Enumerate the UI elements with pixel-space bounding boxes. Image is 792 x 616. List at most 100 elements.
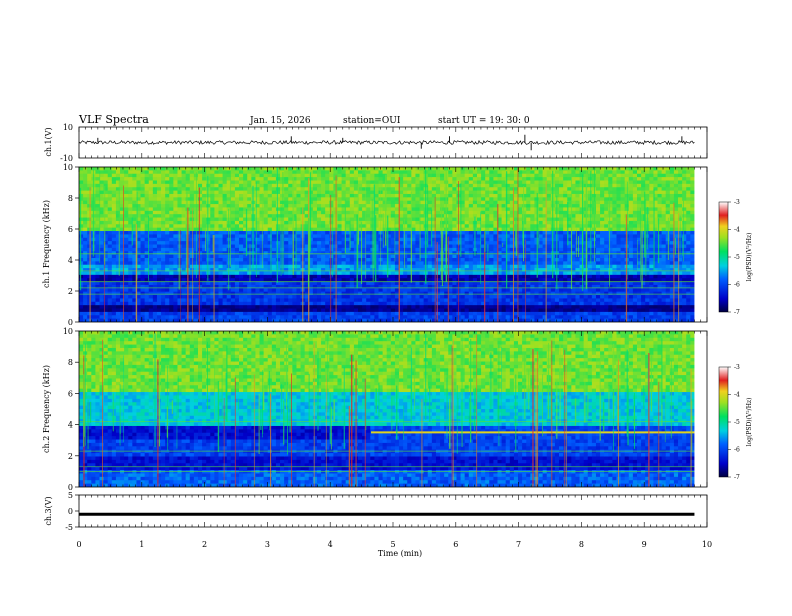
spectrogram-cell — [469, 234, 474, 238]
spectrogram-cell — [112, 248, 117, 252]
spectrogram-cell — [362, 177, 367, 181]
spectrogram-cell — [358, 177, 363, 181]
spectrogram-cell — [100, 224, 105, 228]
spectrogram-cell — [198, 197, 203, 201]
spectrogram-cell — [276, 241, 281, 245]
spectrogram-cell — [424, 292, 429, 296]
spectrogram-cell — [391, 282, 396, 286]
spectrogram-cell — [325, 261, 330, 265]
spectrogram-cell — [100, 275, 105, 279]
spectrogram-cell — [173, 187, 178, 191]
spectrogram-cell — [268, 315, 273, 319]
spectrogram-cell — [493, 292, 498, 296]
spectrogram-cell — [383, 288, 388, 292]
spectrogram-cell — [116, 288, 121, 292]
spectrogram-cell — [116, 201, 121, 205]
spectrogram-cell — [128, 248, 133, 252]
spectrogram-cell — [214, 221, 219, 225]
spectrogram-cell — [83, 180, 88, 184]
spectrogram-cell — [502, 228, 507, 232]
spectrogram-cell — [214, 204, 219, 208]
spectrogram-cell — [288, 275, 293, 279]
spectrogram-cell — [493, 265, 498, 269]
spectrogram-cell — [235, 174, 240, 178]
spectrogram-cell — [161, 194, 166, 198]
spectrogram-cell — [214, 282, 219, 286]
spectrogram-cell — [362, 187, 367, 191]
spectrogram-cell — [383, 305, 388, 309]
spectrogram-cell — [321, 228, 326, 232]
spectrogram-cell — [276, 288, 281, 292]
spectrogram-cell — [485, 170, 490, 174]
spectrogram-cell — [198, 261, 203, 265]
spectrogram-cell — [432, 295, 437, 299]
spectrogram-cell — [165, 214, 170, 218]
spectrogram-cell — [161, 275, 166, 279]
spectrogram-cell — [112, 238, 117, 242]
spectrogram-cell — [243, 309, 248, 313]
spectrogram-cell — [342, 271, 347, 275]
spectrogram-cell — [473, 174, 478, 178]
spectrogram-cell — [243, 197, 248, 201]
spectrogram-cell — [169, 261, 174, 265]
spectrogram-cell — [346, 207, 351, 211]
spectrogram-cell — [112, 170, 117, 174]
spectrogram-cell — [276, 197, 281, 201]
spectrogram-cell — [436, 268, 441, 272]
spectrogram-cell — [350, 261, 355, 265]
spectrogram-cell — [329, 245, 334, 249]
spectrogram-cell — [317, 211, 322, 215]
spectrogram-cell — [313, 268, 318, 272]
spectrogram-cell — [428, 201, 433, 205]
spectrogram-cell — [182, 170, 187, 174]
spectrogram-cell — [358, 288, 363, 292]
spectrogram-cell — [165, 180, 170, 184]
spectrogram-cell — [346, 197, 351, 201]
spectrogram-cell — [251, 288, 256, 292]
spectrogram-cell — [284, 211, 289, 215]
spectrogram-cell — [325, 271, 330, 275]
spectrogram-cell — [165, 292, 170, 296]
spectrogram-cell — [411, 275, 416, 279]
spectrogram-cell — [210, 214, 215, 218]
spectrogram-cell — [79, 271, 84, 275]
spectrogram-cell — [489, 292, 494, 296]
spectrogram-cell — [325, 305, 330, 309]
spectrogram-cell — [502, 265, 507, 269]
spectrogram-cell — [235, 187, 240, 191]
spectrogram-cell — [235, 177, 240, 181]
spectrogram-cell — [403, 228, 408, 232]
spectrogram-cell — [280, 228, 285, 232]
spectrogram-cell — [223, 298, 228, 302]
spectrogram-cell — [272, 309, 277, 313]
spectrogram-cell — [108, 224, 113, 228]
spectrogram-cell — [284, 204, 289, 208]
spectrogram-cell — [321, 167, 326, 171]
spectrogram-cell — [387, 174, 392, 178]
spectrogram-cell — [210, 221, 215, 225]
spectrogram-cell — [489, 224, 494, 228]
spectrogram-cell — [370, 305, 375, 309]
spectrogram-cell — [502, 167, 507, 171]
spectrogram-cell — [391, 261, 396, 265]
spectrogram-cell — [366, 265, 371, 269]
spectrogram-cell — [276, 295, 281, 299]
spectrogram-cell — [124, 234, 129, 238]
spectrogram-cell — [231, 275, 236, 279]
spectrogram-cell — [370, 295, 375, 299]
spectrogram-cell — [489, 265, 494, 269]
spectrogram-cell — [502, 170, 507, 174]
spectrogram-cell — [198, 241, 203, 245]
spectrogram-cell — [112, 251, 117, 255]
spectrogram-cell — [440, 221, 445, 225]
spectrogram-cell — [452, 180, 457, 184]
spectrogram-cell — [399, 167, 404, 171]
spectrogram-cell — [182, 201, 187, 205]
spectrogram-cell — [79, 268, 84, 272]
spectrogram-cell — [415, 315, 420, 319]
spectrogram-cell — [337, 271, 342, 275]
spectrogram-cell — [374, 302, 379, 306]
spectrogram-cell — [280, 238, 285, 242]
spectrogram-cell — [177, 295, 182, 299]
spectrogram-cell — [182, 292, 187, 296]
